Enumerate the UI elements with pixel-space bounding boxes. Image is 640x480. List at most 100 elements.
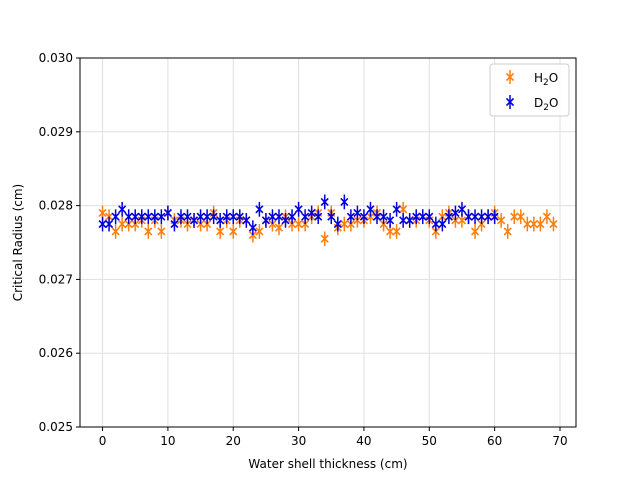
data-point <box>516 209 525 225</box>
y-tick-label: 0.027 <box>39 272 73 286</box>
data-point <box>248 220 257 236</box>
x-tick-label: 10 <box>160 434 175 448</box>
data-point <box>301 209 310 225</box>
series-layer <box>98 194 558 247</box>
data-point <box>189 212 199 228</box>
data-point <box>157 224 166 239</box>
data-point <box>366 201 375 217</box>
data-point <box>484 209 493 225</box>
data-point <box>314 209 323 225</box>
x-tick-label: 40 <box>356 434 371 448</box>
data-point <box>412 209 421 225</box>
plot-frame <box>79 57 577 428</box>
legend-marker <box>505 70 515 84</box>
data-point <box>451 205 460 221</box>
data-point <box>536 216 545 232</box>
data-point <box>457 201 467 217</box>
data-point <box>131 209 140 225</box>
data-point <box>490 209 499 225</box>
data-point <box>529 216 538 232</box>
data-point <box>294 201 303 217</box>
x-tick-label: 20 <box>226 434 241 448</box>
y-axis-label: Critical Radius (cm) <box>11 184 25 302</box>
data-point <box>183 209 192 225</box>
data-point <box>386 212 395 228</box>
data-point <box>549 216 558 232</box>
data-point <box>268 209 277 225</box>
series-1 <box>98 194 499 236</box>
y-tick-label: 0.028 <box>39 199 73 213</box>
data-point <box>470 209 480 225</box>
data-point <box>229 209 238 225</box>
data-point <box>242 212 251 228</box>
data-point <box>281 212 290 228</box>
data-point <box>503 224 512 239</box>
data-point <box>497 212 506 228</box>
data-point <box>327 209 336 225</box>
data-point <box>203 209 212 225</box>
data-point <box>170 216 179 232</box>
data-point <box>320 231 329 247</box>
data-point <box>118 201 127 217</box>
data-point <box>111 209 120 225</box>
data-point <box>209 209 218 225</box>
data-point <box>392 224 401 239</box>
data-point <box>379 209 388 225</box>
data-point <box>425 209 434 225</box>
data-point <box>118 216 127 232</box>
data-point <box>150 209 159 225</box>
x-tick-label: 50 <box>422 434 437 448</box>
data-point <box>144 209 153 225</box>
data-point <box>222 209 231 225</box>
data-point <box>464 209 473 225</box>
x-tick-label: 70 <box>552 434 567 448</box>
data-point <box>346 209 355 225</box>
x-tick-label: 60 <box>487 434 502 448</box>
legend-item: D2O <box>505 95 558 113</box>
data-point <box>274 209 284 225</box>
data-point <box>229 224 238 239</box>
data-point <box>359 209 369 225</box>
data-point <box>176 209 186 225</box>
data-point <box>144 224 153 239</box>
data-point <box>405 212 414 228</box>
legend-label: D2O <box>534 96 558 113</box>
data-point <box>320 194 329 210</box>
data-point <box>255 201 264 217</box>
data-point <box>157 209 166 225</box>
data-point <box>137 209 146 225</box>
data-point <box>477 209 486 225</box>
data-point <box>287 209 297 225</box>
data-point <box>353 205 362 221</box>
y-tick-label: 0.026 <box>39 346 73 360</box>
legend-label: H2O <box>534 71 558 88</box>
data-point <box>307 205 316 221</box>
data-point <box>444 209 453 225</box>
data-point <box>431 216 440 232</box>
legend-marker <box>505 95 515 109</box>
x-tick-label: 0 <box>99 434 107 448</box>
data-point <box>261 212 270 228</box>
data-point <box>124 209 133 225</box>
y-tick-label: 0.030 <box>39 51 73 65</box>
data-point <box>523 216 532 232</box>
data-point <box>294 216 303 232</box>
data-point <box>333 216 342 232</box>
data-point <box>196 209 205 225</box>
data-point <box>111 224 120 239</box>
x-axis-label: Water shell thickness (cm) <box>248 457 407 471</box>
data-point <box>470 224 480 239</box>
data-point <box>216 212 225 228</box>
data-point <box>392 201 401 217</box>
data-point <box>340 216 349 232</box>
tick-layer: 0 10 20 30 40 50 60 70 0.025 0.026 0.027 0.028 0.029… <box>39 51 568 448</box>
data-point <box>418 209 427 225</box>
x-tick-label: 30 <box>291 434 306 448</box>
data-point <box>399 212 408 228</box>
data-point <box>340 194 349 210</box>
data-point <box>163 205 172 221</box>
data-point <box>372 209 382 225</box>
y-tick-label: 0.029 <box>39 125 73 139</box>
